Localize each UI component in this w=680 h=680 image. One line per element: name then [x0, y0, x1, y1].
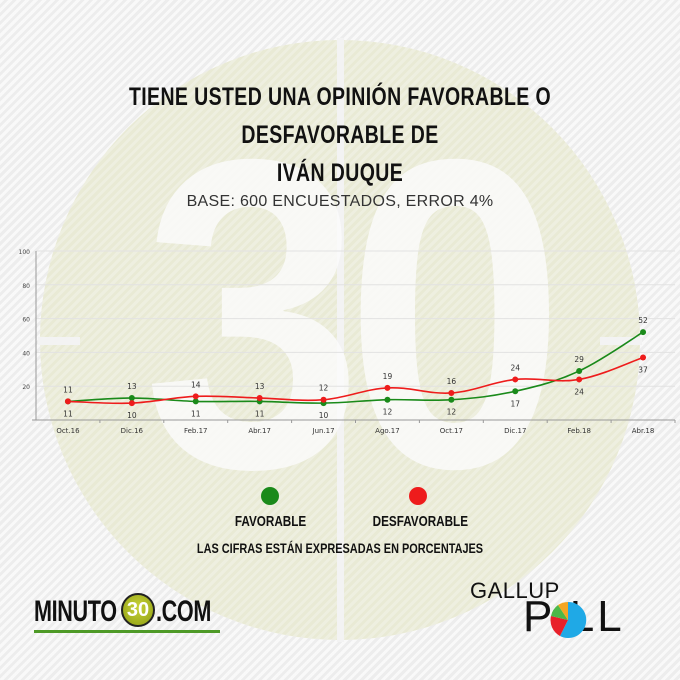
data-label: 13 — [127, 382, 137, 391]
crosshair-left — [38, 337, 80, 345]
x-tick-label: Ago.17 — [375, 427, 400, 435]
favorable-line — [67, 331, 644, 404]
logo-underline — [34, 630, 220, 633]
desfavorable-point — [128, 400, 135, 407]
x-tick-label: Dic.16 — [121, 427, 144, 435]
logo-minuto-text: MINUTO — [34, 595, 117, 628]
logo-30-circle-icon: 30 — [121, 593, 155, 627]
data-label: 16 — [447, 377, 457, 386]
desfavorable-point — [320, 396, 327, 403]
x-tick-label: Oct.17 — [440, 427, 463, 435]
y-tick-label: 60 — [22, 317, 30, 324]
crosshair-right — [600, 337, 642, 345]
data-label: 12 — [319, 384, 329, 393]
minuto30-logo: MINUTO 30 .COM — [32, 593, 222, 635]
y-tick-label: 100 — [19, 249, 31, 256]
favorable-point — [384, 396, 391, 403]
x-tick-label: Abr.18 — [632, 427, 655, 435]
legend-favorable: FAVORABLE — [225, 487, 315, 530]
data-label: 37 — [638, 365, 648, 374]
gallup-poll-logo: GALLUP P LL — [470, 578, 650, 643]
data-label: 12 — [383, 408, 393, 417]
x-tick-label: Jun.17 — [312, 427, 335, 435]
red-dot-icon — [408, 487, 427, 505]
data-label: 11 — [63, 409, 73, 418]
favorable-point — [192, 398, 199, 405]
data-label: 14 — [191, 380, 201, 389]
chart-subtitle: BASE: 600 ENCUESTADOS, ERROR 4% — [186, 193, 494, 210]
x-tick-label: Feb.17 — [184, 427, 208, 435]
legend-favorable-label: FAVORABLE — [234, 513, 307, 530]
x-tick-label: Dic.17 — [504, 427, 526, 435]
data-label: 13 — [255, 382, 265, 391]
green-dot-icon — [261, 487, 279, 505]
x-tick-label: Abr.17 — [248, 427, 271, 435]
favorable-point — [128, 395, 135, 402]
gallup-text: GALLUP — [470, 578, 560, 603]
data-label: 11 — [191, 409, 201, 418]
line-chart: 20 40 60 80 100 Oct.16 Dic.16 Feb.17 Abr.17 Jun.1… — [19, 249, 676, 435]
legend-desfavorable: DESFAVORABLE — [360, 487, 475, 530]
desfavorable-point — [192, 393, 199, 400]
data-label: 11 — [255, 409, 265, 418]
y-tick-label: 40 — [22, 350, 30, 357]
chart-title: TIENE USTED UNA OPINIÓN FAVORABLE O DESF… — [128, 83, 552, 187]
data-label: 10 — [127, 411, 137, 420]
desfavorable-point — [256, 395, 263, 402]
data-label: 24 — [510, 363, 520, 372]
percentage-note: LAS CIFRAS ESTÁN EXPRESADAS EN PORCENTAJ… — [196, 540, 484, 556]
desfavorable-point — [448, 389, 455, 396]
desfavorable-point — [512, 376, 519, 383]
x-tick-label: Feb.18 — [567, 427, 591, 435]
desfavorable-point — [384, 384, 391, 391]
data-label: 12 — [447, 408, 457, 417]
data-label: 17 — [510, 399, 520, 408]
watermark-30: 30 — [142, 69, 565, 560]
logo-com-text: .COM — [156, 595, 211, 628]
data-label: 19 — [383, 372, 393, 381]
desfavorable-point — [64, 398, 71, 405]
y-tick-label: 20 — [22, 384, 30, 391]
y-tick-label: 80 — [22, 283, 30, 290]
favorable-point — [640, 329, 647, 336]
desfavorable-line — [67, 356, 644, 405]
pie-chart-icon — [550, 601, 587, 638]
desfavorable-point — [576, 376, 583, 383]
desfavorable-point — [640, 354, 647, 361]
data-label: 11 — [63, 385, 73, 394]
favorable-point — [448, 396, 455, 403]
legend-desfavorable-label: DESFAVORABLE — [372, 513, 468, 530]
data-label: 10 — [319, 411, 329, 420]
x-tick-label: Oct.16 — [56, 427, 80, 435]
data-label: 24 — [574, 387, 584, 396]
data-label: 52 — [638, 316, 648, 325]
crosshair-vertical — [337, 38, 344, 642]
favorable-point — [576, 367, 583, 374]
data-label: 29 — [574, 355, 584, 364]
favorable-point — [512, 388, 519, 395]
